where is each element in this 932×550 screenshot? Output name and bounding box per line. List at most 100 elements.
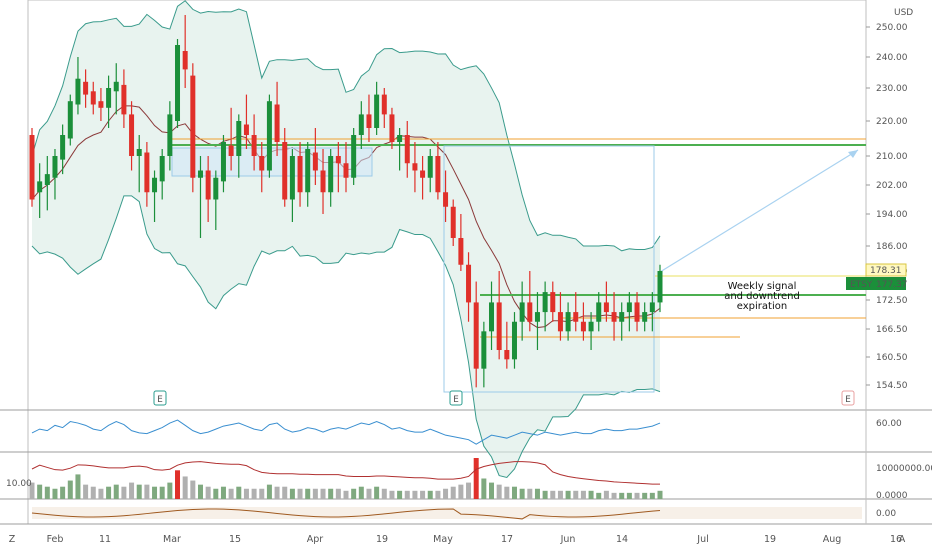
candle-body: [374, 94, 380, 128]
price-tick-label: 230.00: [876, 84, 908, 94]
volume-bar: [44, 486, 50, 499]
volume-bar: [205, 486, 211, 499]
candle-body: [83, 81, 89, 95]
candle-body: [52, 156, 58, 178]
volume-bar: [75, 474, 81, 499]
price-tick-label: 210.00: [876, 152, 908, 162]
volume-bar: [98, 488, 104, 499]
candle-body: [251, 135, 257, 156]
candle-body: [289, 156, 295, 200]
candle-body: [427, 156, 433, 178]
volume-bar: [152, 486, 158, 499]
candle-body: [175, 45, 181, 121]
volume-bar: [404, 490, 410, 499]
earnings-marker-icon[interactable]: [841, 390, 855, 406]
candle-body: [404, 135, 410, 164]
candle-body: [473, 302, 479, 369]
candle-body: [266, 101, 272, 171]
price-tick-label: 166.50: [876, 325, 908, 335]
rsi-tick-label: 60.00: [876, 419, 902, 429]
time-axis-label: Jul: [696, 534, 708, 545]
volume-bar: [243, 488, 249, 499]
volume-bar: [611, 492, 617, 499]
volume-bar: [374, 486, 380, 499]
volume-bar: [619, 492, 625, 499]
candle-body: [335, 156, 341, 164]
volume-bar: [489, 482, 495, 499]
volume-bar: [159, 486, 165, 499]
candle-body: [642, 312, 648, 322]
candle-body: [144, 152, 150, 193]
volume-bar: [443, 488, 449, 499]
candle-body: [236, 121, 242, 156]
annotation-text: Weekly signal: [728, 281, 797, 292]
volume-bar: [519, 488, 525, 499]
candle-body: [511, 321, 517, 360]
candle-body: [489, 302, 495, 332]
time-axis-label: 15: [229, 534, 241, 545]
volume-bar: [197, 484, 203, 499]
candle-body: [542, 292, 548, 313]
candle-body: [121, 84, 127, 115]
projection-arrow: [659, 149, 859, 273]
candle-body: [588, 321, 594, 332]
volume-bar: [29, 482, 35, 499]
volume-bar: [458, 484, 464, 499]
volume-bar: [266, 484, 272, 499]
annotation-text: expiration: [737, 301, 787, 312]
candle-body: [228, 145, 234, 156]
volume-bar: [550, 490, 556, 499]
candle-body: [343, 163, 349, 178]
volume-bar: [213, 488, 219, 499]
candle-body: [634, 302, 640, 322]
volume-bar: [435, 490, 441, 499]
volume-bar: [481, 478, 487, 499]
candle-body: [75, 78, 81, 105]
candle-body: [397, 135, 403, 142]
volume-bar: [504, 486, 510, 499]
volume-average-line: [31, 461, 660, 485]
time-axis-label: 14: [616, 534, 628, 545]
time-axis-label: 19: [764, 534, 776, 545]
candle-body: [205, 170, 211, 200]
last-price-label: 177.37: [876, 280, 908, 290]
time-axis-label: 11: [99, 534, 111, 545]
oscillator-line: [31, 508, 661, 520]
candle-body: [152, 177, 158, 193]
candle-body: [136, 149, 142, 156]
volume-bar: [580, 490, 586, 499]
volume-bar: [259, 488, 265, 499]
candle-body: [420, 170, 426, 178]
candle-body: [167, 114, 173, 156]
volume-bar: [534, 488, 540, 499]
volume-bar: [182, 476, 188, 499]
candle-body: [481, 331, 487, 369]
candle-body: [197, 170, 203, 178]
volume-bar: [351, 488, 357, 499]
candle-body: [274, 104, 280, 142]
volume-bar: [83, 484, 89, 499]
price-tick-label: 202.00: [876, 181, 908, 191]
time-axis-label: Mar: [163, 534, 181, 545]
candle-body: [67, 101, 73, 139]
candle-body: [527, 302, 533, 322]
candle-body: [611, 312, 617, 322]
earnings-marker-icon[interactable]: [153, 390, 167, 406]
candle-body: [603, 302, 609, 313]
volume-bar: [144, 484, 150, 499]
candle-body: [466, 264, 472, 303]
candle-body: [90, 91, 96, 105]
price-tick-label: 186.00: [876, 242, 908, 252]
volume-bar: [657, 490, 663, 499]
candle-body: [106, 88, 112, 108]
candle-body: [320, 170, 326, 193]
volume-bar: [328, 488, 334, 499]
candle-body: [619, 312, 625, 322]
candle-body: [29, 135, 35, 200]
earnings-marker-icon[interactable]: [449, 390, 463, 406]
candle-body: [550, 292, 556, 313]
volume-bar: [60, 486, 66, 499]
candle-body: [220, 142, 226, 182]
